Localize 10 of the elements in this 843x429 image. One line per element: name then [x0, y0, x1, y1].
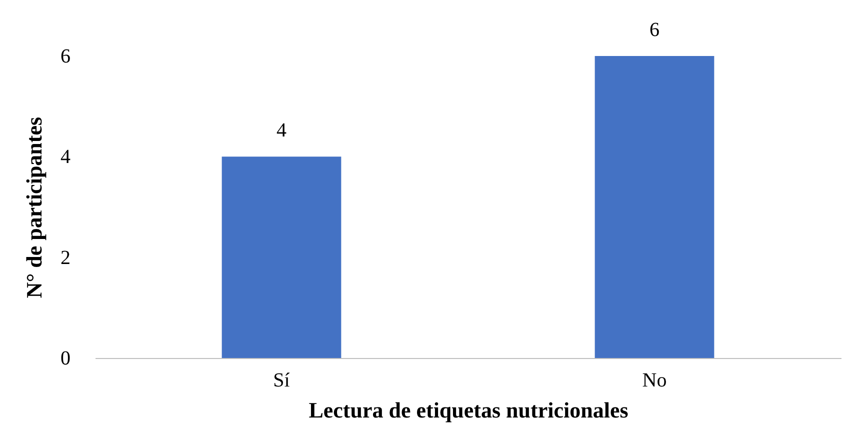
y-axis-title: N° de participantes: [22, 116, 46, 298]
x-tick-label: Sí: [273, 370, 290, 392]
data-label: 6: [650, 19, 660, 41]
x-tick-label: No: [642, 370, 667, 392]
y-tick-label: 6: [60, 46, 70, 68]
y-tick-label: 4: [60, 146, 70, 168]
data-label: 4: [276, 120, 286, 142]
y-tick-label: 2: [60, 246, 70, 269]
x-axis-title: Lectura de etiquetas nutricionales: [308, 398, 629, 422]
y-tick-label: 0: [60, 348, 70, 370]
